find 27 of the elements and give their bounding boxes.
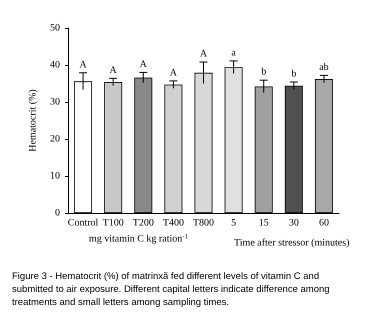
- x-tick-label: T400: [162, 218, 184, 228]
- x-tick-label: Control: [68, 218, 99, 228]
- x-tick-label: T800: [192, 218, 214, 228]
- y-tick-label: 50: [50, 22, 60, 34]
- x-tick-label: 5: [231, 218, 236, 228]
- y-axis-title: Hematocrit (%): [28, 89, 38, 152]
- y-tick-label: 40: [50, 60, 60, 70]
- annotation: A: [200, 48, 208, 60]
- annotation: ab: [319, 62, 329, 73]
- annotation: b: [261, 66, 266, 78]
- annotation: A: [110, 64, 118, 76]
- y-tick-label: 0: [55, 208, 60, 218]
- caption: Figure 3 - Hematocrit (%) of matrinxã fed different levels of vitamin C and submitted to air exposure. Different capital letters indicate difference among treatments and small letters among sampling times.: [12, 271, 332, 308]
- y-tick-label: 20: [50, 134, 60, 144]
- x-tick-label: 60: [318, 218, 329, 228]
- y-tick-label: 10: [50, 170, 60, 182]
- x-tick-label: T100: [102, 218, 124, 228]
- text: Time after stressor (minutes): [234, 238, 350, 248]
- annotation: A: [79, 59, 88, 70]
- annotation: A: [170, 67, 178, 78]
- x-tick-label: 15: [258, 218, 269, 228]
- annotation: b: [291, 68, 296, 80]
- annotation: a: [231, 47, 236, 58]
- annotation: A: [140, 58, 148, 70]
- y-tick-label: 30: [50, 96, 60, 108]
- x-tick-label: T200: [132, 218, 154, 228]
- x-tick-label: 30: [288, 218, 299, 228]
